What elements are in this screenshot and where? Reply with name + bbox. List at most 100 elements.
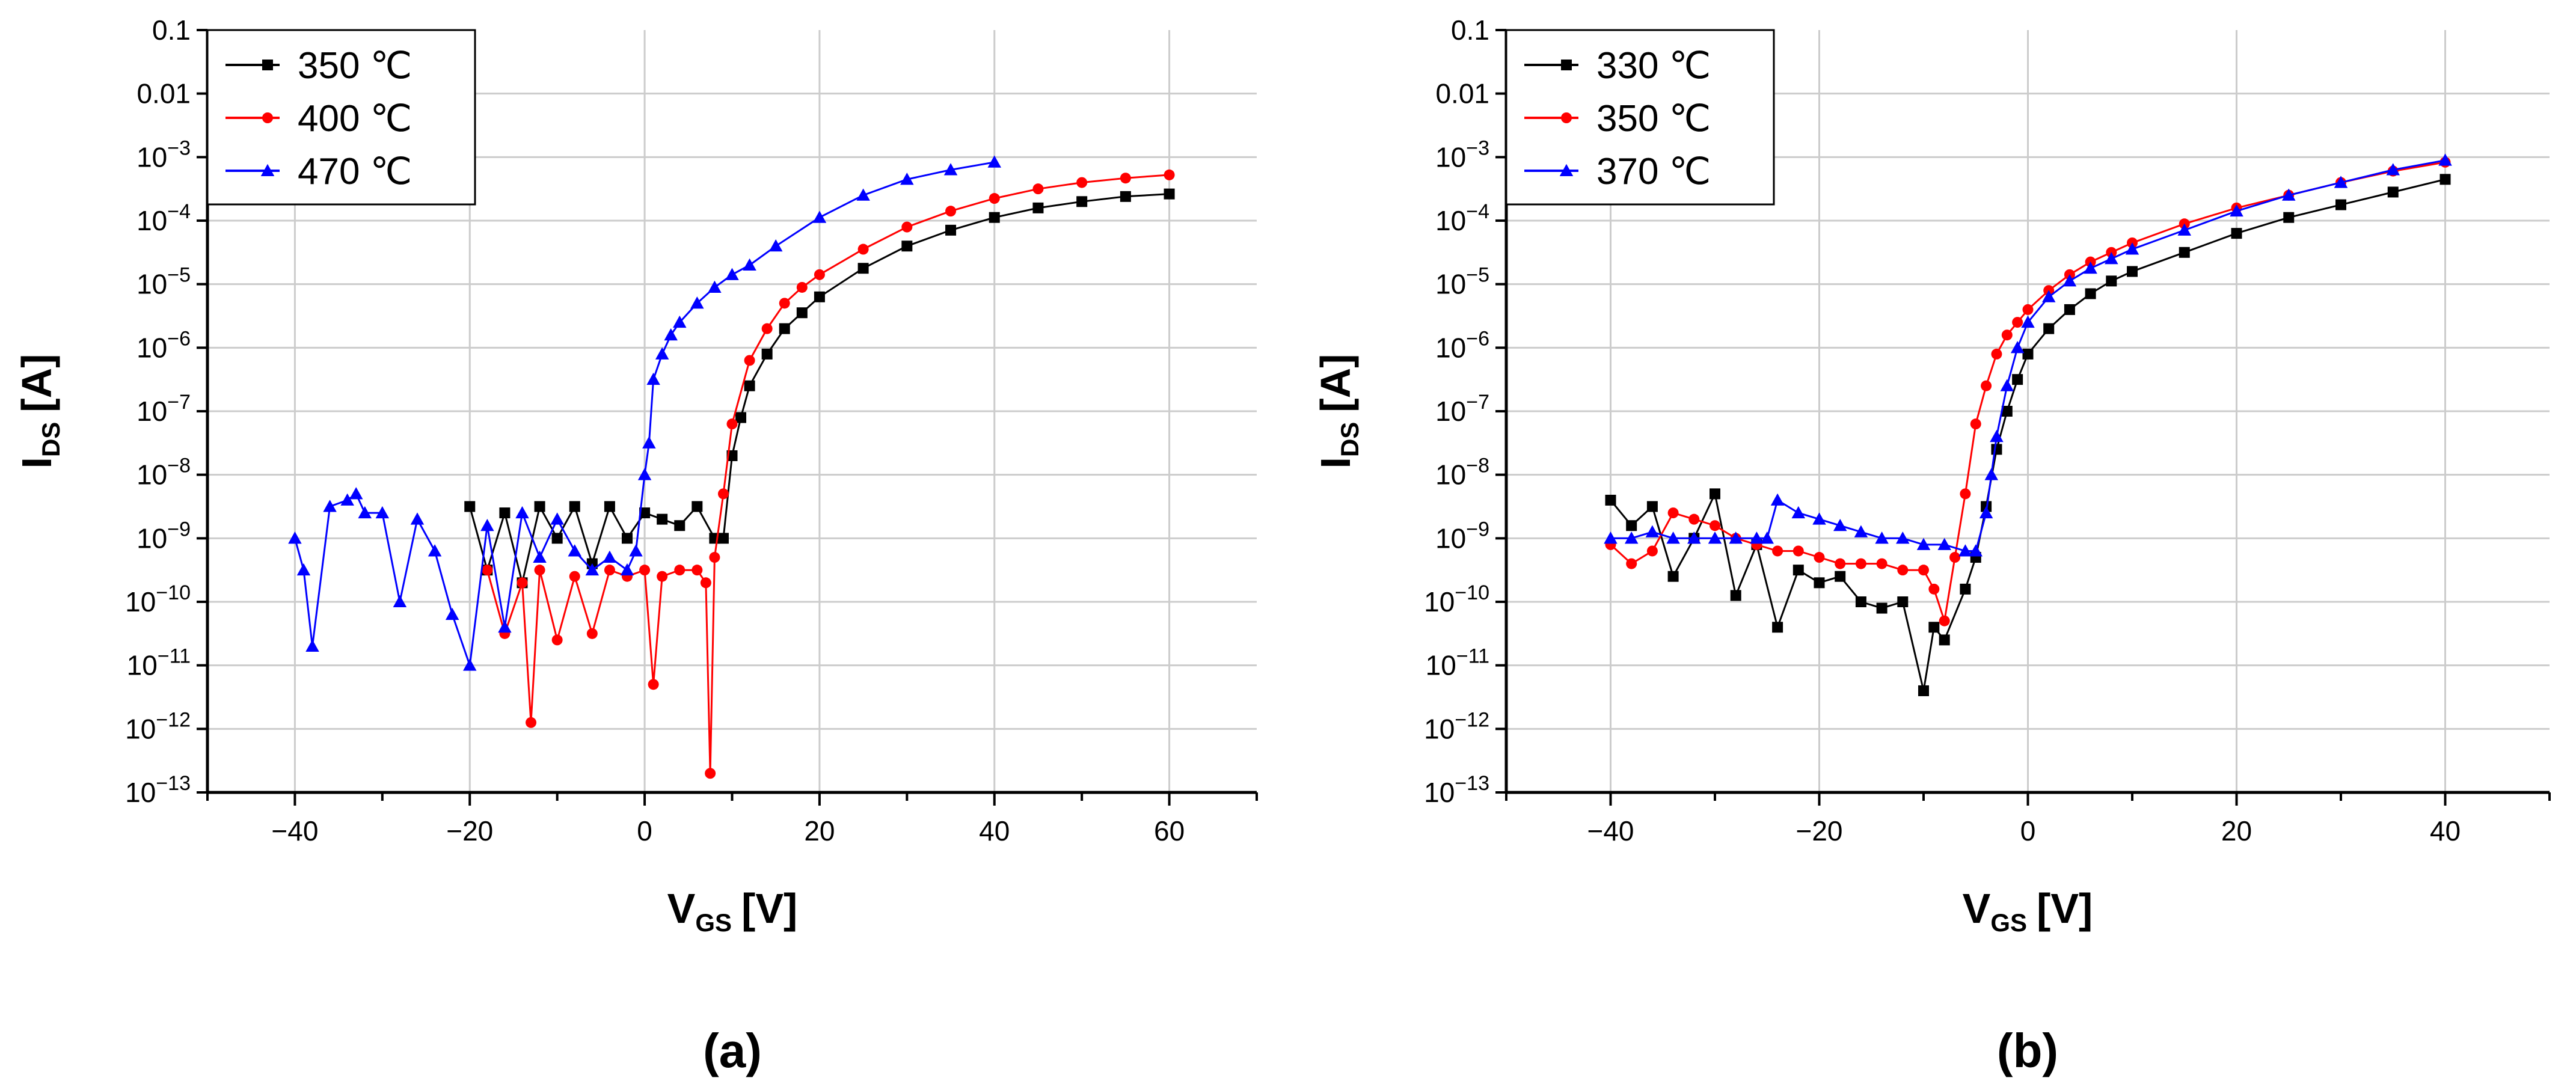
data-point [2230, 204, 2243, 217]
data-point [1916, 537, 1931, 550]
data-point [1970, 418, 1981, 430]
data-point [375, 506, 390, 519]
x-tick-label: 20 [2221, 815, 2252, 847]
data-point [1688, 513, 1700, 525]
data-point [1646, 545, 1658, 557]
data-point [2010, 341, 2025, 354]
series-line [1610, 178, 2446, 691]
data-point [1076, 196, 1088, 207]
data-point [1918, 565, 1929, 576]
data-point [517, 577, 528, 589]
x-tick-label: −40 [271, 815, 318, 847]
y-tick-label: 0.01 [136, 78, 191, 109]
y-tick-label: 0.1 [152, 14, 191, 46]
data-point [1164, 169, 1175, 180]
data-point [2012, 317, 2023, 328]
legend-entry: 350 ℃ [225, 45, 412, 87]
data-point [2021, 315, 2035, 328]
data-point [796, 281, 808, 293]
data-point [622, 533, 633, 544]
data-point [1928, 583, 1940, 595]
data-point [1896, 531, 1910, 544]
data-point [1626, 520, 1637, 531]
legend-marker [1561, 60, 1572, 70]
data-point [1835, 571, 1846, 582]
data-point [1981, 380, 1992, 391]
data-point [2334, 176, 2348, 188]
y-tick-label: 10−12 [125, 708, 191, 744]
legend-marker [262, 60, 273, 70]
data-point [551, 533, 563, 544]
series-2 [482, 169, 1175, 779]
data-point [534, 501, 545, 512]
y-tick-label: 10−6 [136, 327, 191, 363]
x-axis-title: VGS [V] [1963, 885, 2093, 937]
y-tick-label: 10−3 [1435, 136, 1489, 173]
x-tick-label: 20 [804, 815, 835, 847]
data-point [1876, 602, 1888, 614]
data-point [1835, 558, 1846, 569]
data-point [604, 501, 615, 512]
data-point [464, 501, 476, 512]
panel-a-chart: −40 −20 0 20 40 60 0.1 0.01 10−3 10−4 10−5 10−6 10−7… [13, 14, 1258, 1077]
data-point [604, 565, 615, 576]
data-point [482, 565, 493, 576]
y-tick-label: 10−9 [1435, 518, 1489, 554]
y-tick-label: 10−10 [1424, 581, 1489, 617]
data-point [657, 571, 668, 582]
data-point [709, 552, 720, 563]
data-point [1897, 596, 1909, 607]
data-point [901, 221, 913, 233]
data-point [812, 210, 827, 223]
legend-entry: 400 ℃ [225, 98, 412, 139]
data-point [2386, 163, 2400, 176]
data-point [1710, 488, 1720, 500]
data-point [708, 280, 722, 293]
data-point [323, 500, 337, 512]
data-point [305, 639, 319, 652]
grid [207, 30, 1257, 792]
data-point [1760, 531, 1774, 544]
legend: 330 ℃ 350 ℃ 370 ℃ [1505, 29, 1775, 206]
data-point [569, 501, 580, 512]
data-point [526, 717, 537, 728]
data-point [2001, 329, 2013, 341]
data-point [1960, 488, 1971, 500]
data-point [2177, 223, 2191, 236]
x-tick-label: −40 [1587, 815, 1634, 847]
data-point [1979, 506, 1993, 519]
data-point [2335, 199, 2346, 210]
y-tick-label: 10−6 [1435, 327, 1489, 363]
data-point [1854, 525, 1868, 537]
panel-label: (b) [1997, 1024, 2058, 1077]
data-point [585, 563, 600, 576]
y-tick-label: 10−11 [127, 645, 191, 681]
data-point [1667, 571, 1679, 582]
data-point [1814, 577, 1825, 589]
data-point [726, 418, 738, 430]
legend-label: 470 ℃ [298, 151, 412, 192]
legend-marker [260, 164, 275, 176]
data-point [637, 468, 652, 480]
y-axis-title: IDS[A] [1312, 354, 1364, 469]
legend: 350 ℃ 400 ℃ 470 ℃ [206, 29, 476, 206]
data-point [2282, 188, 2296, 201]
data-point [1792, 565, 1804, 576]
data-point [533, 550, 547, 563]
data-point [586, 628, 598, 639]
data-point [735, 412, 747, 423]
data-point [1666, 531, 1680, 544]
y-tick-label: 10−12 [1424, 708, 1489, 744]
x-tick-label: −20 [1796, 815, 1842, 847]
data-point [655, 347, 669, 360]
data-point [717, 488, 729, 500]
y-tick-label: 10−7 [136, 391, 191, 427]
legend-label: 330 ℃ [1596, 45, 1711, 87]
legend-marker [1559, 164, 1574, 176]
x-tick-label: −20 [446, 815, 493, 847]
data-point [1875, 531, 1889, 544]
data-point [2085, 288, 2096, 299]
data-point [445, 607, 459, 620]
data-point [568, 544, 581, 557]
data-point [620, 563, 634, 576]
